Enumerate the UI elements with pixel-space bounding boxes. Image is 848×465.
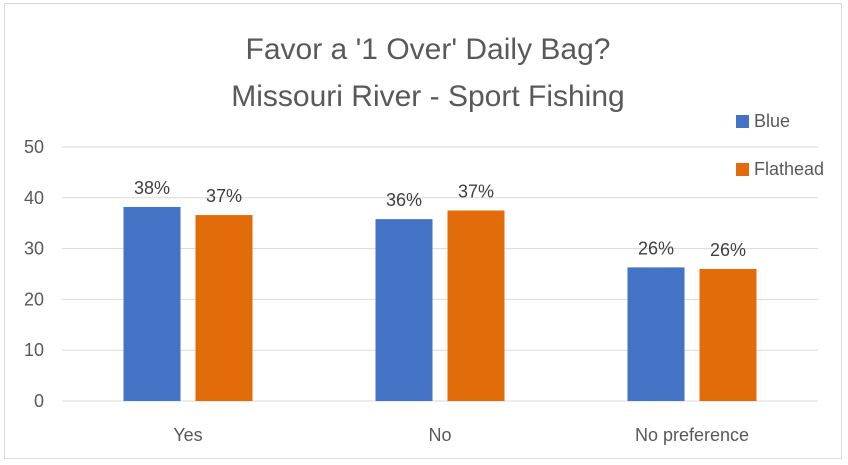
legend-swatch-blue (736, 115, 749, 128)
bar-blue-no-preference (627, 267, 685, 401)
bar-flathead-no-preference (699, 268, 757, 401)
x-tick-label: No preference (635, 425, 749, 445)
y-tick-label: 10 (24, 340, 44, 360)
legend-swatch-flathead (736, 163, 749, 176)
x-axis-ticks: Yes No No preference (173, 425, 749, 445)
data-label: 37% (206, 186, 242, 206)
data-label: 26% (710, 240, 746, 260)
bar-blue-yes (123, 206, 181, 401)
y-tick-label: 30 (24, 239, 44, 259)
y-axis-ticks: 0 10 20 30 40 50 (24, 137, 44, 411)
gridlines (62, 146, 818, 402)
data-label: 36% (386, 190, 422, 210)
data-labels: 38% 37% 36% 37% 26% 26% (134, 178, 746, 260)
data-label: 26% (638, 238, 674, 258)
x-tick-label: Yes (173, 425, 202, 445)
y-tick-label: 50 (24, 137, 44, 157)
bars (123, 206, 757, 401)
y-tick-label: 20 (24, 289, 44, 309)
bar-flathead-no (447, 210, 505, 401)
legend-label-flathead: Flathead (754, 159, 824, 179)
bar-blue-no (375, 219, 433, 401)
legend-label-blue: Blue (754, 111, 790, 131)
data-label: 38% (134, 178, 170, 198)
bar-flathead-yes (195, 215, 253, 401)
x-tick-label: No (428, 425, 451, 445)
y-tick-label: 0 (34, 391, 44, 411)
chart-title-line-1: Favor a '1 Over' Daily Bag? (246, 33, 611, 66)
data-label: 37% (458, 182, 494, 202)
legend: Blue Flathead (736, 111, 824, 179)
chart-title-line-2: Missouri River - Sport Fishing (231, 80, 624, 113)
y-tick-label: 40 (24, 188, 44, 208)
